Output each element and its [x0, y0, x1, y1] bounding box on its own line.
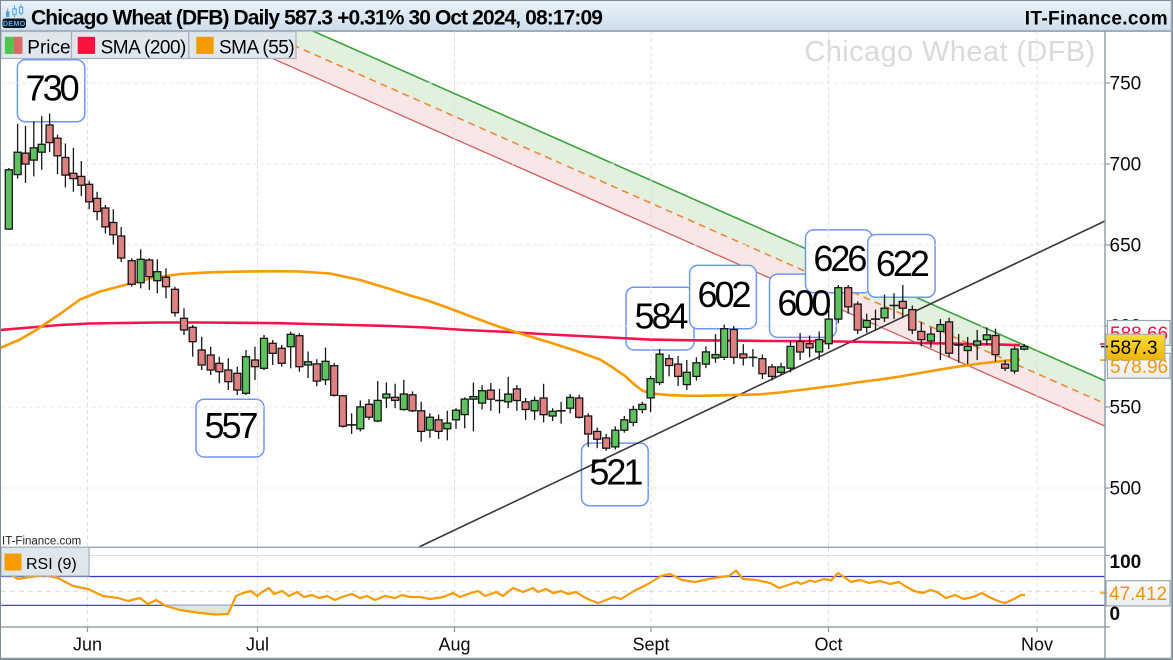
- svg-text:Chicago Wheat (DFB) Daily 587.: Chicago Wheat (DFB) Daily 587.3 +0.31% 3…: [31, 7, 602, 30]
- svg-text:Aug: Aug: [438, 635, 470, 655]
- svg-text:578.96: 578.96: [1110, 357, 1168, 378]
- svg-text:550: 550: [1110, 398, 1142, 419]
- svg-text:650: 650: [1110, 236, 1142, 257]
- svg-text:IT-Finance.com: IT-Finance.com: [1025, 9, 1168, 30]
- svg-text:587.3: 587.3: [1110, 338, 1158, 359]
- svg-text:500: 500: [1110, 479, 1142, 500]
- svg-text:600: 600: [777, 283, 830, 324]
- svg-text:521: 521: [589, 451, 642, 492]
- svg-text:584: 584: [634, 296, 687, 337]
- svg-text:622: 622: [876, 243, 929, 284]
- svg-text:Chicago Wheat (DFB): Chicago Wheat (DFB): [804, 36, 1095, 68]
- svg-text:DEMO: DEMO: [3, 19, 26, 28]
- svg-text:47.412: 47.412: [1109, 584, 1167, 605]
- svg-text:Nov: Nov: [1021, 635, 1053, 655]
- svg-text:0: 0: [1110, 604, 1121, 625]
- svg-text:RSI (9): RSI (9): [26, 556, 77, 573]
- svg-text:557: 557: [204, 405, 257, 446]
- svg-text:Price: Price: [27, 38, 70, 59]
- svg-text:730: 730: [26, 68, 79, 109]
- svg-text:Sept: Sept: [632, 635, 669, 655]
- svg-text:100: 100: [1110, 552, 1142, 573]
- svg-text:SMA (55): SMA (55): [219, 38, 294, 59]
- svg-text:Jul: Jul: [246, 635, 269, 655]
- svg-text:750: 750: [1110, 74, 1142, 95]
- svg-text:IT-Finance.com: IT-Finance.com: [2, 536, 81, 548]
- svg-text:602: 602: [697, 274, 750, 315]
- svg-text:626: 626: [813, 238, 866, 279]
- svg-text:SMA (200): SMA (200): [101, 38, 186, 59]
- svg-text:700: 700: [1110, 155, 1142, 176]
- svg-text:Jun: Jun: [73, 635, 102, 655]
- svg-text:Oct: Oct: [814, 635, 842, 655]
